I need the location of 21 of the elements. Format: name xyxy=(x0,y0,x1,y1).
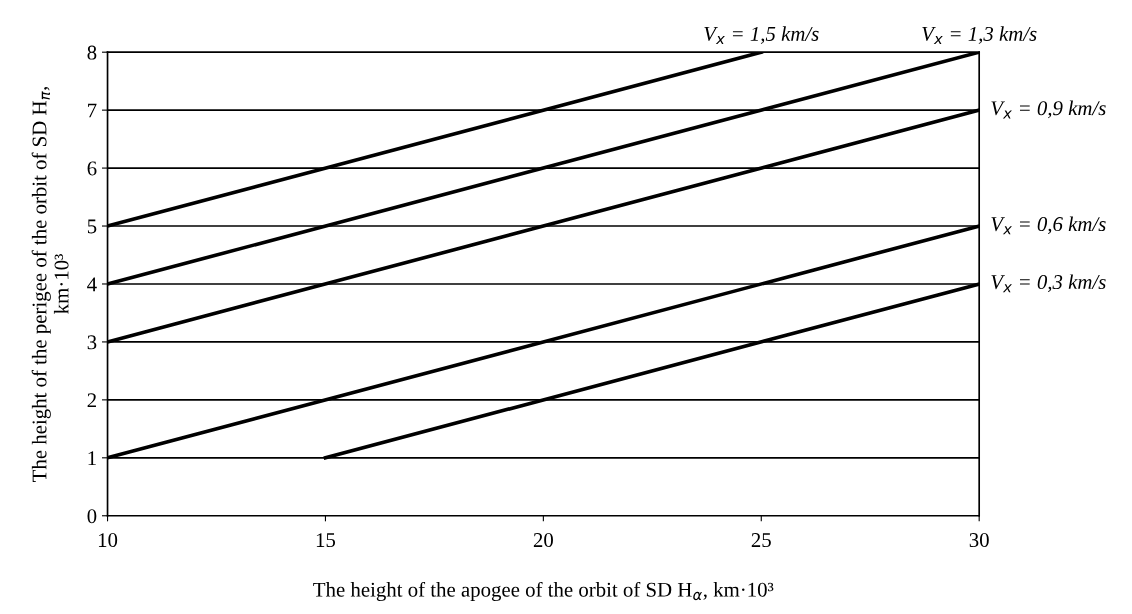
y-tick-label: 6 xyxy=(87,161,97,176)
y-tick-label: 0 xyxy=(87,509,97,524)
series-label: V$_{x}$ = 0,6 km/s xyxy=(991,216,1106,235)
y-tick-label: 2 xyxy=(87,393,96,408)
x-axis-title: The height of the apogee of the orbit of SD H$_{α}$, km·10³ xyxy=(313,581,774,602)
series-label: V$_{x}$ = 1,3 km/s xyxy=(922,26,1037,45)
y-tick-label: 1 xyxy=(88,451,96,466)
y-tick-label: 3 xyxy=(87,335,97,350)
x-tick-label: 25 xyxy=(751,533,771,548)
series-label: V$_{x}$ = 0,9 km/s xyxy=(991,100,1106,119)
text: The height of the perigee of the orbit of SD H$_{π}$, km·10³ xyxy=(31,87,69,482)
x-tick-label: 15 xyxy=(316,533,336,548)
series-label: V$_{x}$ = 0,3 km/s xyxy=(991,274,1106,293)
y-tick-label: 7 xyxy=(88,103,97,118)
x-tick-label: 20 xyxy=(533,533,553,548)
y-tick-label: 5 xyxy=(87,219,97,234)
x-tick-label: 30 xyxy=(969,533,989,548)
x-tick-label: 10 xyxy=(98,533,118,548)
y-tick-label: 8 xyxy=(87,45,97,60)
y-tick-label: 4 xyxy=(87,277,97,292)
series-label: V$_{x}$ = 1,5 km/s xyxy=(704,26,819,45)
